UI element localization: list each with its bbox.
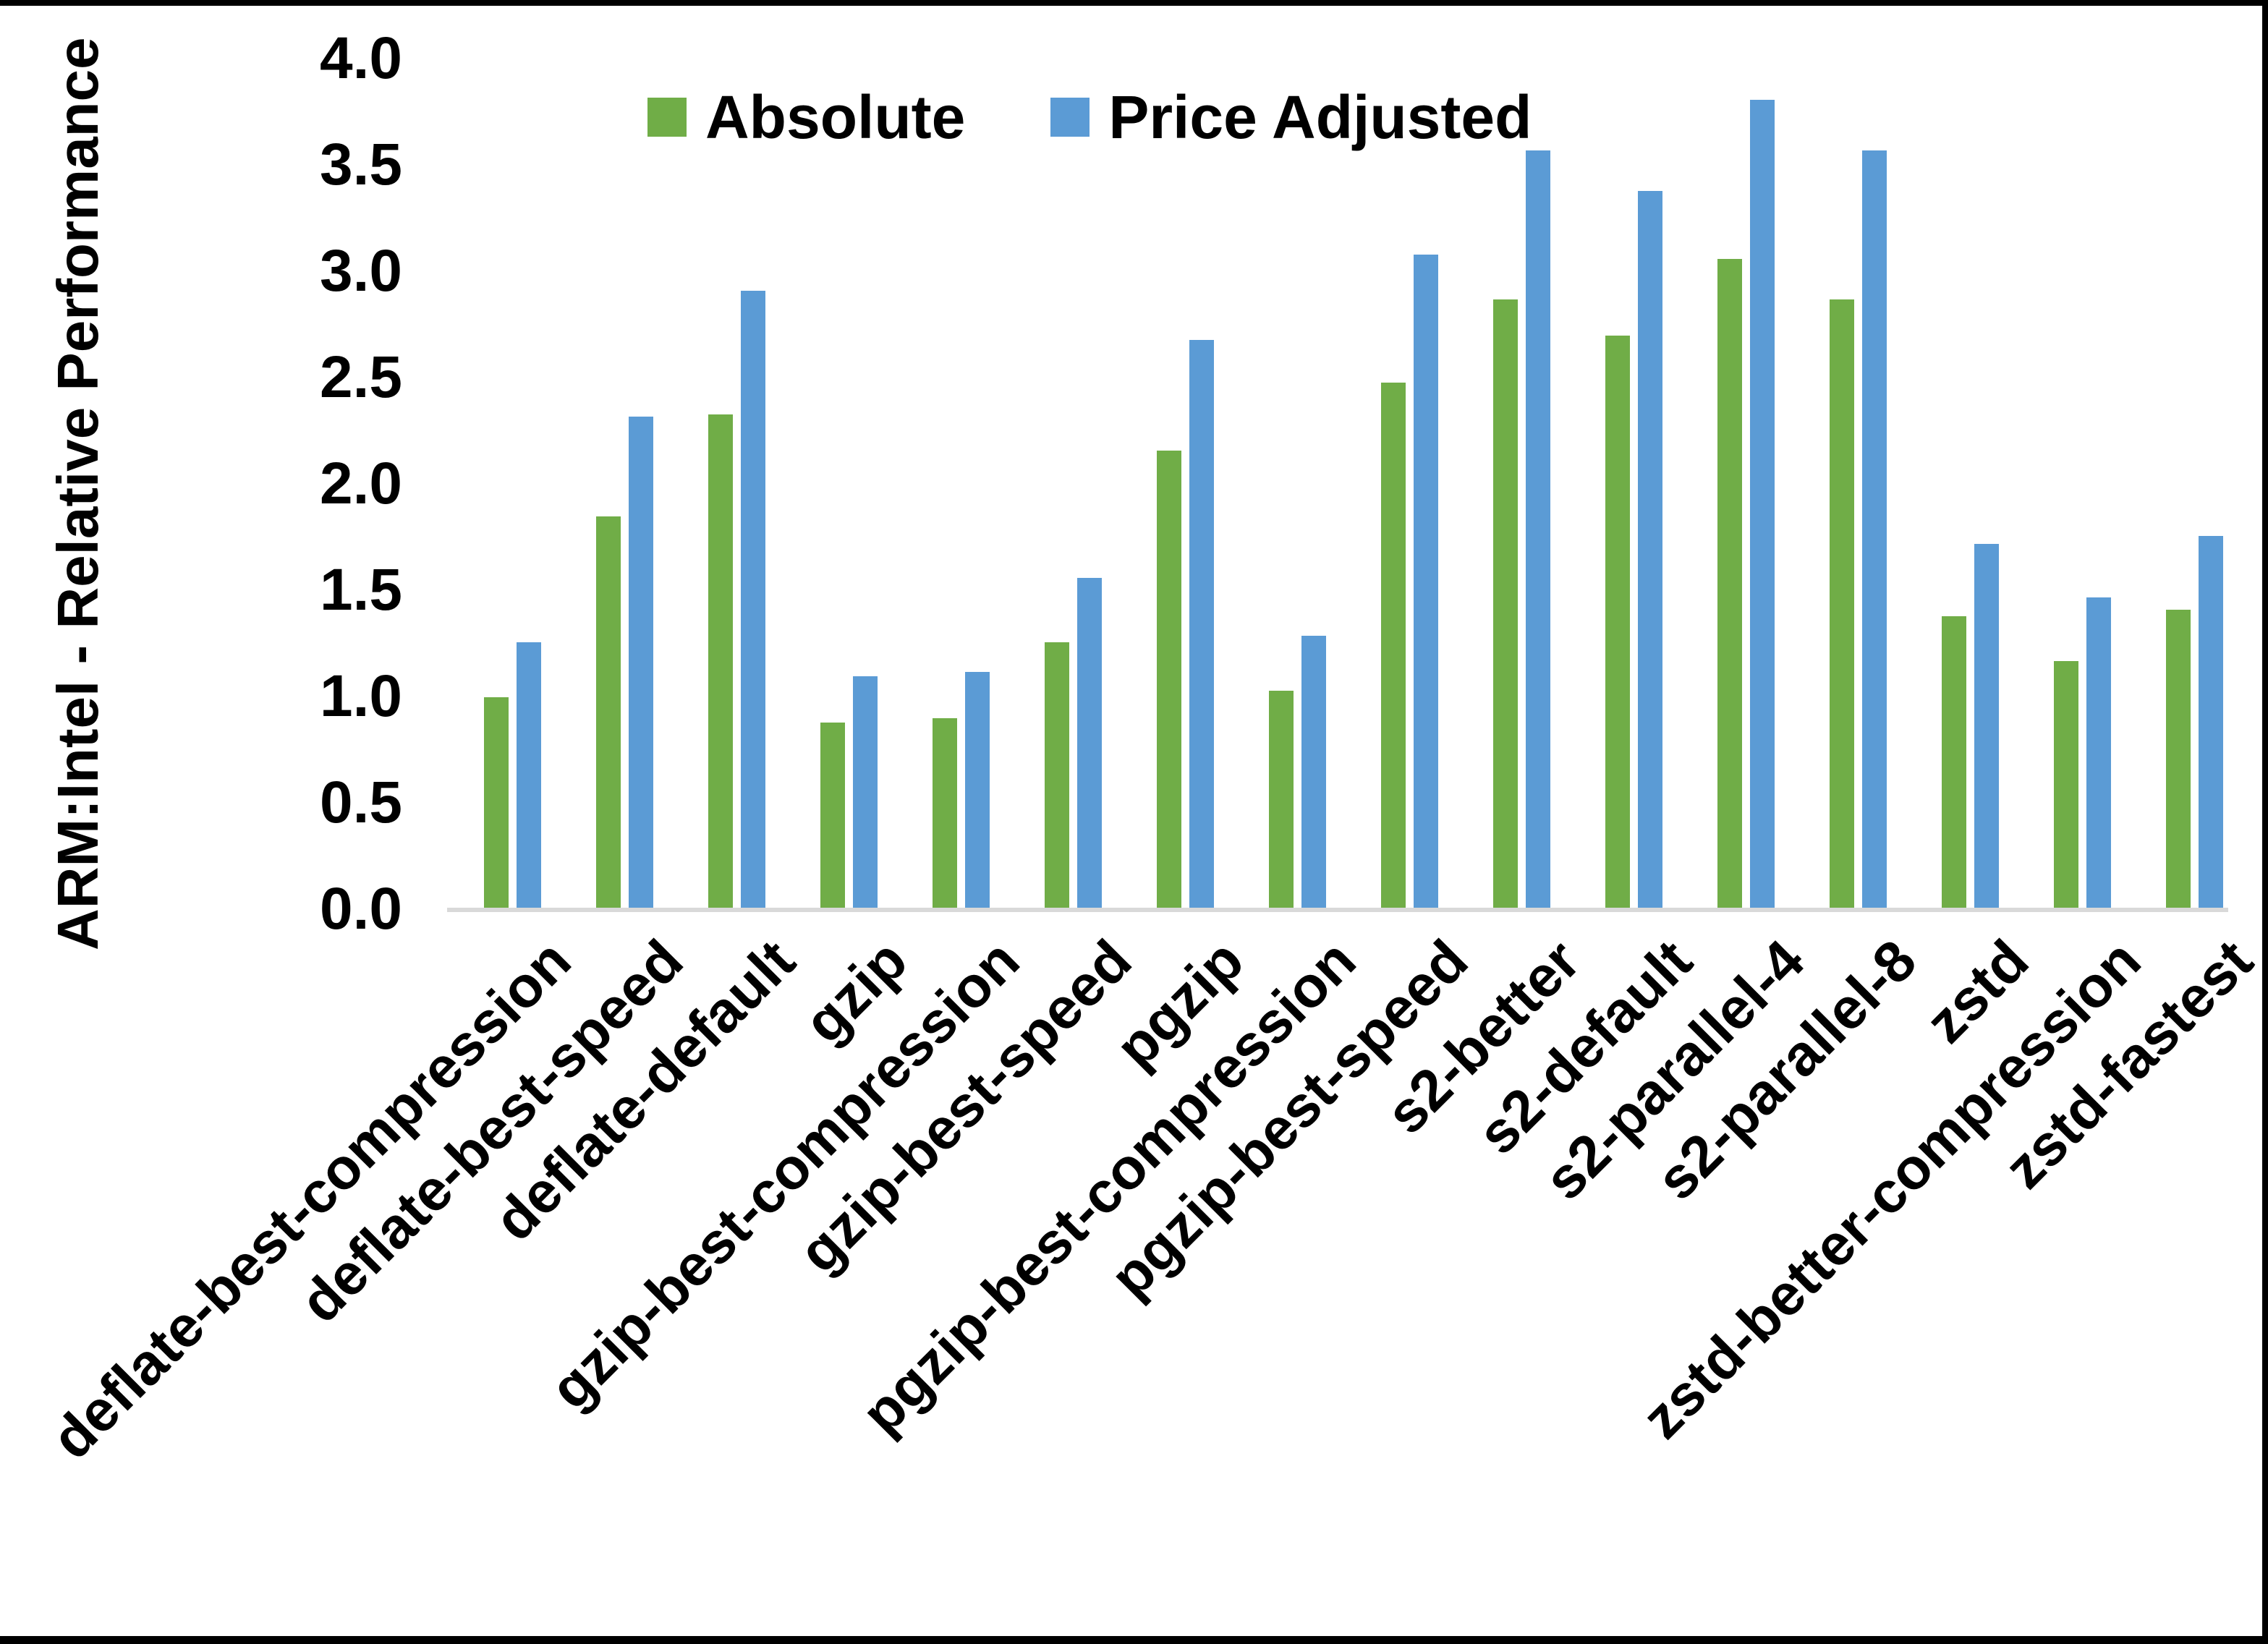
bar-absolute [1157,450,1181,910]
y-tick-label: 0.0 [320,876,402,942]
bar-price-adjusted [853,676,878,910]
y-tick-label: 4.0 [320,25,402,91]
bar-absolute [708,414,733,910]
bar-absolute [1605,336,1630,910]
bar-absolute [596,516,621,910]
border-top [0,0,2268,6]
x-axis-line [447,908,2228,912]
bar-absolute [1381,382,1406,910]
bar-price-adjusted [1301,635,1326,910]
bar-price-adjusted [1638,191,1662,910]
legend-item: Price Adjusted [1050,82,1532,153]
bar-price-adjusted [965,671,990,910]
y-axis-title: ARM:Intel - Relative Performance [46,37,110,951]
bar-price-adjusted [2199,535,2223,910]
bar-price-adjusted [2086,597,2111,910]
bar-absolute [1717,259,1742,910]
bar-price-adjusted [517,642,541,910]
bar-absolute [2054,661,2078,910]
bar-absolute [1942,616,1966,910]
y-tick-label: 0.5 [320,770,402,835]
bar-price-adjusted [1414,255,1438,910]
y-tick-label: 1.5 [320,557,402,623]
bar-absolute [1045,642,1069,910]
bar-absolute [933,718,957,910]
bar-absolute [1830,299,1854,910]
y-tick-label: 3.0 [320,238,402,304]
legend-swatch-icon [1050,98,1090,137]
legend: Absolute Price Adjusted [647,81,1532,153]
bar-price-adjusted [1526,150,1550,910]
y-tick-label: 3.5 [320,132,402,197]
border-bottom [0,1636,2268,1644]
bar-absolute [2166,610,2191,910]
bar-price-adjusted [741,291,765,910]
bar-price-adjusted [1189,340,1214,910]
legend-label: Price Adjusted [1108,82,1532,151]
y-tick-label: 2.0 [320,451,402,516]
bar-absolute [1269,691,1294,910]
legend-item: Absolute [647,82,965,153]
border-right [2262,0,2268,1644]
bar-price-adjusted [1974,544,1999,910]
y-tick-label: 2.5 [320,344,402,410]
legend-swatch-icon [647,98,687,137]
bar-price-adjusted [1077,578,1102,910]
bar-price-adjusted [1750,99,1775,910]
bar-absolute [820,723,845,910]
legend-label: Absolute [705,82,966,151]
bar-absolute [1493,299,1518,910]
bar-price-adjusted [629,416,653,910]
y-tick-label: 1.0 [320,663,402,729]
bar-absolute [484,697,509,910]
bar-price-adjusted [1862,150,1887,910]
